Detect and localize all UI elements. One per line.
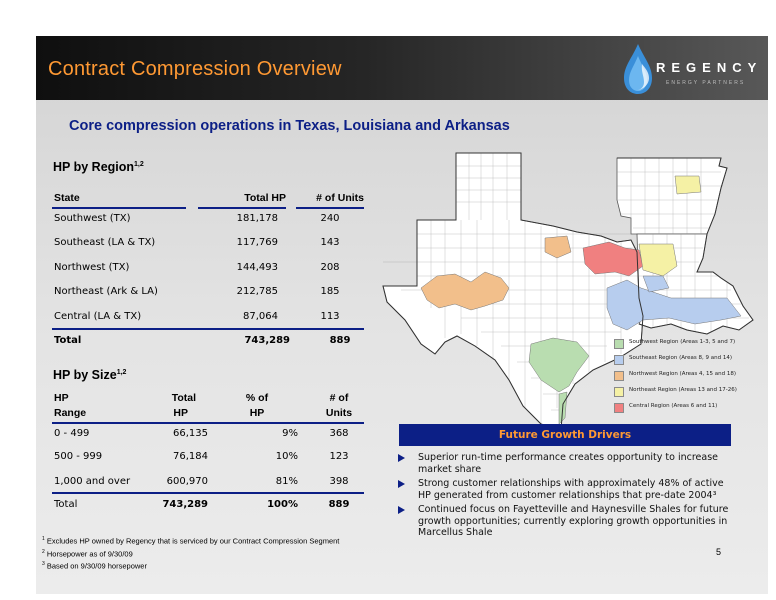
header-units: Units (325, 407, 353, 419)
logo-wordmark: REGENCY (656, 60, 763, 75)
header-hp: HP (173, 407, 188, 419)
header-total-hp: Total HP (244, 192, 286, 204)
drivers-header: Future Growth Drivers (399, 424, 731, 446)
legend-item-northwest: Northwest Region (Areas 4, 15 and 18) (614, 370, 764, 382)
logo-tagline: ENERGY PARTNERS (666, 80, 746, 86)
triangle-bullet-icon (398, 480, 405, 488)
header-state: State (54, 192, 80, 204)
legend-item-northeast: Northeast Region (Areas 13 and 17-26) (614, 386, 764, 398)
region-southeast (642, 275, 670, 293)
region-northwest (544, 235, 572, 259)
region-southwest (528, 337, 590, 393)
region-northeast (638, 243, 678, 277)
header-units: # of (329, 392, 349, 404)
header-units: # of Units (316, 192, 364, 204)
region-table-title: HP by Region1,2 (53, 160, 144, 174)
legend-swatch (614, 371, 624, 381)
triangle-bullet-icon (398, 454, 405, 462)
footnote: 2 Horsepower as of 9/30/09 (42, 548, 133, 559)
region-northwest (420, 271, 510, 311)
region-central (582, 241, 644, 277)
region-northeast (674, 175, 702, 195)
regency-logo: REGENCY ENERGY PARTNERS (620, 42, 760, 96)
header-hp: HP (54, 392, 69, 404)
footnote: 3 Based on 9/30/09 horsepower (42, 561, 147, 571)
footnote: 1 Excludes HP owned by Regency that is s… (42, 536, 340, 546)
header-hp: HP (249, 407, 265, 419)
legend-swatch (614, 355, 624, 365)
footnotes: 1 Excludes HP owned by Regency that is s… (42, 534, 339, 572)
total-rule (52, 328, 364, 330)
header-bar: Contract Compression Overview REGENCY EN… (36, 36, 768, 100)
legend-swatch (614, 387, 624, 397)
total-rule (52, 492, 364, 494)
legend-swatch (614, 403, 624, 413)
header-pct: % of (245, 392, 269, 404)
slide: Contract Compression Overview REGENCY EN… (36, 36, 768, 594)
header-rule (198, 207, 286, 209)
page-title: Contract Compression Overview (48, 58, 342, 80)
header-total: Total (171, 392, 196, 404)
arkansas-shape (616, 157, 728, 235)
triangle-bullet-icon (398, 506, 405, 514)
slide-subtitle: Core compression operations in Texas, Lo… (69, 118, 510, 134)
legend-item-central: Central Region (Areas 6 and 11) (614, 402, 764, 414)
legend-item-southwest: Southwest Region (Areas 1-3, 5 and 7) (614, 338, 764, 350)
header-rule (52, 207, 186, 209)
header-rule (52, 422, 364, 424)
legend-item-southeast: Southeast Region (Areas 8, 9 and 14) (614, 354, 764, 366)
page-number: 5 (716, 547, 722, 557)
size-table-title: HP by Size1,2 (53, 368, 127, 382)
header-rule (296, 207, 364, 209)
flame-drop-icon (624, 44, 652, 94)
legend-swatch (614, 339, 624, 349)
header-range: Range (54, 407, 87, 419)
